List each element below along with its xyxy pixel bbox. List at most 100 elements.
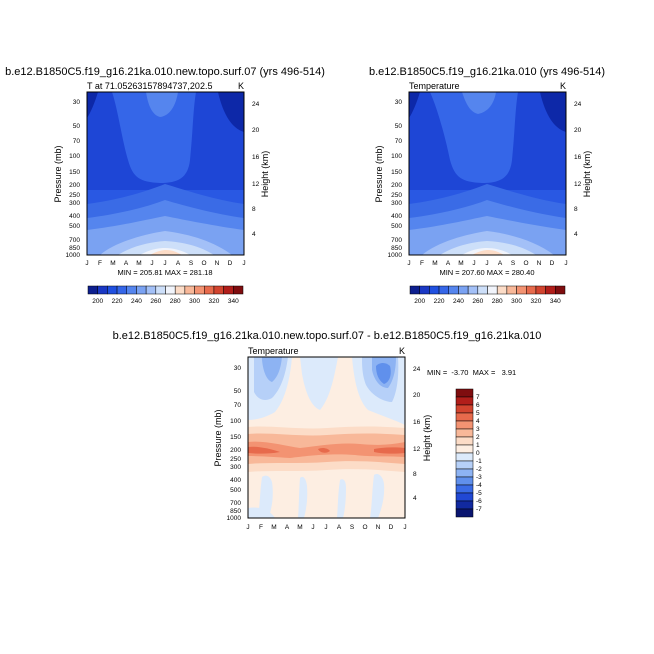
panel-2-ytick: 1000 (388, 252, 403, 259)
panel-3-ytick: 50 (234, 388, 242, 395)
panel-3-xtick: J (324, 524, 327, 531)
colorbar-right-swatch (438, 285, 449, 295)
panel-3-ytick: 30 (234, 365, 242, 372)
panel-2-y2tick: 24 (574, 101, 582, 108)
panel-3-xtick: D (389, 524, 394, 531)
panel-1-ytick: 300 (69, 200, 80, 207)
panel-2-xtick: A (446, 260, 451, 267)
colorbar-right-swatch (545, 285, 556, 295)
panel-3-y2label: Height (km) (422, 415, 432, 462)
panel-3-xtick: A (337, 524, 342, 531)
panel-3-y2tick: 24 (413, 366, 421, 373)
panel-2-xtick: S (511, 260, 516, 267)
panel-1-y2tick: 4 (252, 231, 256, 238)
panel-3-xtick: F (259, 524, 263, 531)
panel-2-ytick: 70 (395, 138, 403, 145)
colorbar-left-label: 340 (228, 298, 239, 305)
panel-3-field (248, 357, 405, 518)
colorbar-diff-swatch (455, 460, 474, 470)
panel-1-units: K (238, 81, 244, 91)
colorbar-right-label: 340 (550, 298, 561, 305)
panel-2-ytick: 50 (395, 123, 403, 130)
colorbar-diff-swatch (455, 412, 474, 422)
panel-1-ytick: 850 (69, 245, 80, 252)
colorbar-left-label: 240 (131, 298, 142, 305)
colorbar-right-swatch (467, 285, 479, 295)
panel-3-y2tick: 8 (413, 471, 417, 478)
colorbar-diff-swatch (455, 420, 474, 430)
colorbar-diff-label: 1 (476, 442, 480, 449)
colorbar-left: 200 220 240 260 280 300 320 340 (87, 285, 244, 305)
panel-3-xtick: J (311, 524, 314, 531)
panel-2-ytick: 250 (391, 192, 402, 199)
panel-3-y2tick: 16 (413, 419, 421, 426)
colorbar-left-swatch (184, 285, 195, 295)
panel-3-xtick: M (297, 524, 302, 531)
panel-3-left-label: Temperature (248, 346, 299, 356)
panel-2-ytick: 850 (391, 245, 402, 252)
panel-1-ytick: 150 (69, 169, 80, 176)
panel-1-minmax: MIN = 205.81 MAX = 281.18 (117, 268, 212, 277)
panel-2-ylabel: Pressure (mb) (374, 145, 384, 202)
colorbar-left-label: 320 (209, 298, 220, 305)
panel-1-ytick: 1000 (66, 252, 81, 259)
colorbar-diff-label: 4 (476, 418, 480, 425)
panel-2-xtick: D (550, 260, 555, 267)
panel-2-ytick: 30 (395, 99, 403, 106)
panel-1-title: b.e12.B1850C5.f19_g16.21ka.010.new.topo.… (5, 66, 325, 78)
colorbar-diff-swatch (455, 396, 474, 406)
panel-1-xtick: M (110, 260, 115, 267)
colorbar-diff-label: -4 (476, 482, 482, 489)
panel-1-ytick: 70 (73, 138, 81, 145)
colorbar-left-swatch (194, 285, 205, 295)
panel-1-xtick: S (189, 260, 194, 267)
panel-3-xtick: J (403, 524, 406, 531)
panel-1-frame (86, 91, 245, 256)
colorbar-diff-label: 3 (476, 426, 480, 433)
colorbar-right-swatch (419, 285, 430, 295)
panel-2-xtick: M (432, 260, 437, 267)
colorbar-diff-label: -1 (476, 458, 482, 465)
colorbar-left-label: 220 (112, 298, 123, 305)
colorbar-diff-swatch (455, 428, 474, 438)
panel-1-ytick: 250 (69, 192, 80, 199)
panel-3-ytick: 1000 (227, 515, 242, 522)
colorbar-left-label: 260 (150, 298, 161, 305)
panel-1-xtick: J (242, 260, 245, 267)
panel-2-xtick: O (523, 260, 528, 267)
panel-1-xtick: J (85, 260, 88, 267)
panel-1-xtick: A (176, 260, 181, 267)
panel-3-ytick: 700 (230, 500, 241, 507)
colorbar-diff-swatch (455, 404, 474, 414)
colorbar-diff-swatch (455, 508, 474, 518)
panel-1-xtick: J (150, 260, 153, 267)
panel-3-frame (247, 356, 406, 519)
colorbar-right-swatch (448, 285, 459, 295)
panel-3-x-ticks: J F M A M J J A S O N D J (246, 524, 406, 531)
colorbar-left-swatch (107, 285, 118, 295)
panel-1-y2tick: 24 (252, 101, 260, 108)
colorbar-left-swatch (213, 285, 224, 295)
panel-1-xtick: D (228, 260, 233, 267)
panel-2-ytick: 100 (391, 153, 402, 160)
panel-3-y2tick: 4 (413, 495, 417, 502)
panel-2-xtick: J (407, 260, 410, 267)
colorbar-diff-swatch (455, 436, 474, 446)
panel-1-y2tick: 8 (252, 206, 256, 213)
panel-2-title: b.e12.B1850C5.f19_g16.21ka.010 (yrs 496-… (369, 66, 605, 78)
panel-2-xtick: J (564, 260, 567, 267)
colorbar-right: 200 220 240 260 280 300 320 340 (409, 285, 566, 305)
colorbar-right-swatch (429, 285, 440, 295)
panel-2-xtick: A (498, 260, 503, 267)
panel-1-x-ticks: J F M A M J J A S O N D J (85, 260, 245, 267)
colorbar-diff-label: 2 (476, 434, 480, 441)
panel-2-xtick: N (537, 260, 542, 267)
colorbar-right-swatch (477, 285, 488, 295)
panel-3-title: b.e12.B1850C5.f19_g16.21ka.010.new.topo.… (113, 330, 542, 342)
colorbar-right-label: 220 (434, 298, 445, 305)
panel-1: b.e12.B1850C5.f19_g16.21ka.010.new.topo.… (5, 66, 325, 277)
colorbar-diff-label: -5 (476, 490, 482, 497)
colorbar-right-label: 320 (531, 298, 542, 305)
panel-3-y2-ticks: 4 8 12 16 20 24 (413, 366, 421, 502)
colorbar-left-swatch (97, 285, 108, 295)
